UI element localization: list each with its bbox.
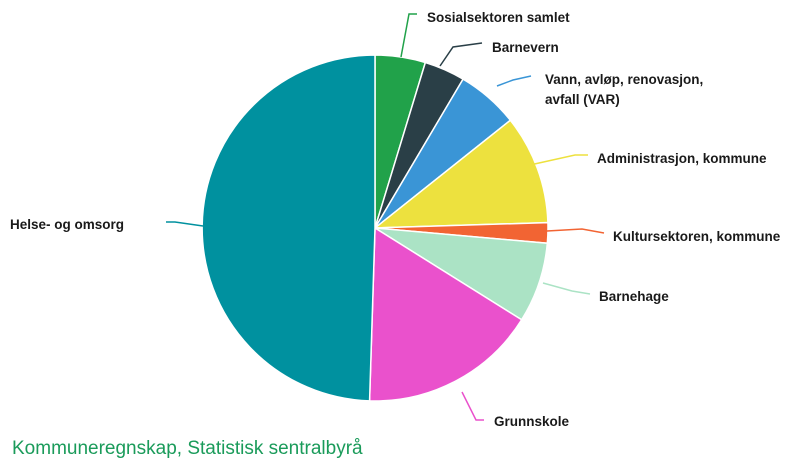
leader-line-5 (542, 282, 591, 295)
label-barnevern: Barnevern (492, 40, 559, 55)
label-barnehage: Barnehage (599, 289, 669, 304)
pie-slice-7 (201, 54, 376, 402)
label-administrasjon: Administrasjon, kommune (597, 151, 767, 166)
pie-slices (201, 54, 549, 402)
source-credit: Kommuneregnskap, Statistisk sentralbyrå (12, 438, 363, 459)
leader-line-7 (166, 221, 204, 227)
slice-labels: Sosialsektoren samlet Barnevern Vann, av… (10, 10, 781, 429)
label-var-line1: Vann, avløp, renovasjon, (545, 72, 703, 87)
label-sosialsektoren: Sosialsektoren samlet (427, 10, 570, 25)
label-grunnskole: Grunnskole (494, 414, 570, 429)
leader-line-3 (529, 154, 588, 166)
leader-line-1 (439, 42, 483, 67)
pie-slice-3 (372, 119, 549, 229)
pie-slice-6 (368, 226, 523, 402)
label-connectors (166, 13, 605, 421)
label-helse-og-omsorg: Helse- og omsorg (10, 217, 124, 232)
label-var-line2: avfall (VAR) (545, 92, 620, 107)
leader-line-2 (496, 75, 532, 87)
leader-line-0 (400, 13, 417, 58)
leader-line-6 (461, 391, 484, 421)
label-kultursektoren: Kultursektoren, kommune (613, 229, 781, 244)
leader-line-4 (546, 228, 605, 234)
